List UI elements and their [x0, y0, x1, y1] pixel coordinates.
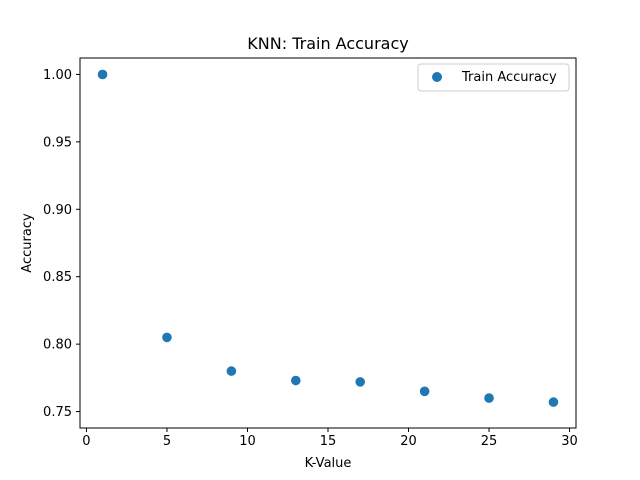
- x-tick-label: 30: [561, 434, 578, 449]
- data-point: [226, 366, 237, 376]
- legend-box: [417, 63, 570, 92]
- chart-title: KNN: Train Accuracy: [247, 34, 408, 53]
- x-tick-label: 5: [163, 434, 171, 449]
- data-point: [162, 332, 172, 343]
- y-tick-label: 0.90: [43, 203, 72, 218]
- x-tick-label: 15: [320, 434, 337, 449]
- y-tick-label: 1.00: [43, 68, 72, 83]
- y-tick-label: 0.80: [43, 338, 72, 353]
- data-point: [355, 377, 366, 387]
- data-points: [97, 69, 559, 407]
- x-tick-label: 25: [481, 434, 498, 449]
- y-tick-label: 0.75: [43, 405, 72, 420]
- x-tick-label: 20: [400, 434, 417, 449]
- legend-marker: [432, 72, 442, 82]
- plot-area-frame: [79, 57, 577, 429]
- y-tick-label: 0.85: [43, 270, 72, 285]
- data-point: [97, 69, 108, 80]
- x-axis-ticks: 0 5 10 15 20 25 30: [82, 428, 578, 449]
- data-point: [484, 393, 494, 403]
- x-tick-label: 10: [239, 434, 256, 449]
- y-tick-label: 0.95: [43, 135, 72, 150]
- x-tick-label: 0: [82, 434, 90, 449]
- y-axis-label: Accuracy: [20, 213, 35, 273]
- data-point: [419, 386, 430, 397]
- legend: Train Accuracy: [417, 63, 570, 92]
- x-axis-label: K-Value: [305, 456, 352, 471]
- legend-label: Train Accuracy: [461, 70, 557, 85]
- y-axis-ticks: 0.75 0.80 0.85 0.90 0.95 1.00: [43, 68, 80, 420]
- data-point: [548, 397, 559, 407]
- data-point: [290, 375, 301, 386]
